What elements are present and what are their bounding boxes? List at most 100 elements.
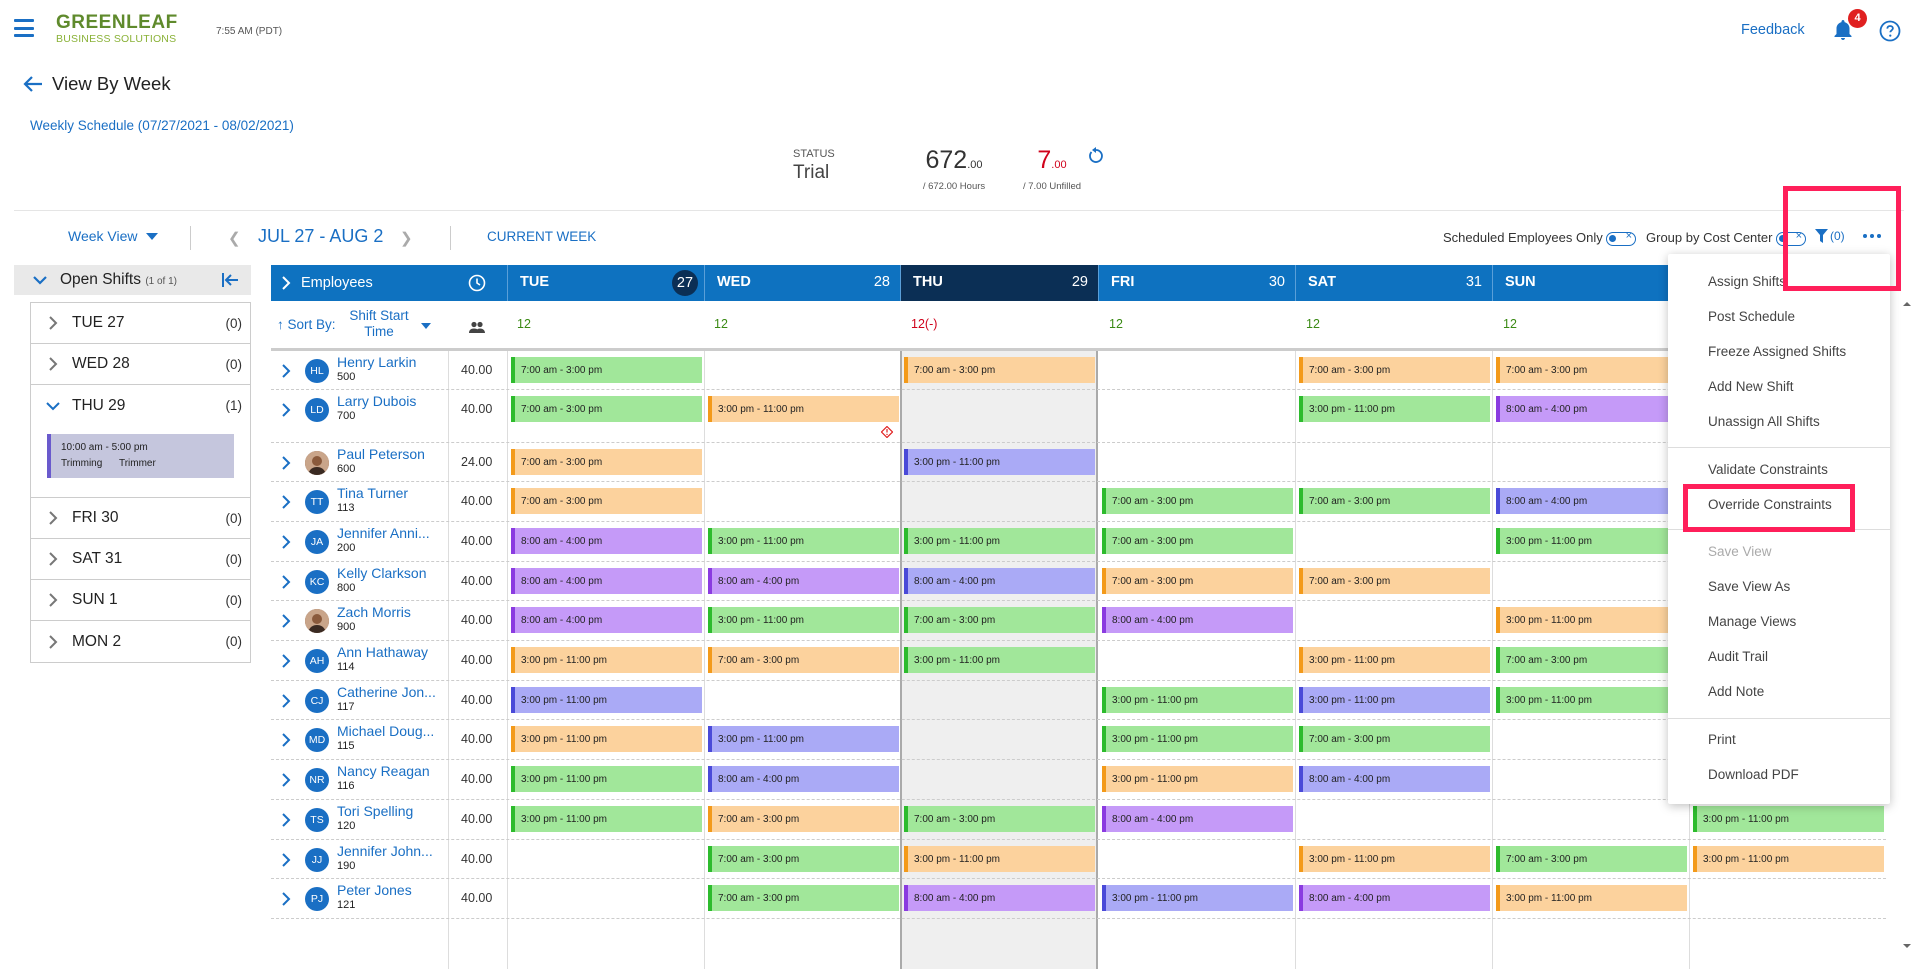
employee-name[interactable]: Tori Spelling <box>337 803 414 819</box>
day-header-sat[interactable]: SAT 31 <box>1295 265 1492 301</box>
shift-block[interactable]: 7:00 am - 3:00 pm <box>904 607 1095 633</box>
shift-block[interactable]: 3:00 pm - 11:00 pm <box>1496 528 1687 554</box>
shift-block[interactable]: 8:00 am - 4:00 pm <box>904 568 1095 594</box>
shift-block[interactable]: 7:00 am - 3:00 pm <box>1299 357 1490 383</box>
chevron-right-icon[interactable] <box>281 456 291 470</box>
shift-block[interactable]: 3:00 pm - 11:00 pm <box>1102 766 1293 792</box>
shift-block[interactable]: 8:00 am - 4:00 pm <box>1102 607 1293 633</box>
shift-block[interactable]: 3:00 pm - 11:00 pm <box>511 647 702 673</box>
shift-block[interactable]: 3:00 pm - 11:00 pm <box>511 766 702 792</box>
shift-block[interactable]: 3:00 pm - 11:00 pm <box>904 647 1095 673</box>
shift-block[interactable]: 8:00 am - 4:00 pm <box>1102 806 1293 832</box>
chevron-right-icon[interactable] <box>281 614 291 628</box>
employee-name[interactable]: Ann Hathaway <box>337 644 429 660</box>
shift-block[interactable]: 8:00 am - 4:00 pm <box>511 528 702 554</box>
day-header-fri[interactable]: FRI 30 <box>1098 265 1295 301</box>
shift-block[interactable]: 3:00 pm - 11:00 pm <box>1102 726 1293 752</box>
open-shift-card[interactable]: 10:00 am - 5:00 pm Trimming Trimmer <box>47 434 234 478</box>
menu-add-new-shift[interactable]: Add New Shift <box>1708 379 1794 394</box>
menu-post-schedule[interactable]: Post Schedule <box>1708 309 1796 324</box>
menu-print[interactable]: Print <box>1708 732 1736 747</box>
open-shift-day[interactable]: FRI 30 (0) <box>31 498 250 539</box>
collapse-panel-icon[interactable] <box>221 272 239 288</box>
chevron-right-icon[interactable] <box>281 654 291 668</box>
shift-block[interactable]: 3:00 pm - 11:00 pm <box>708 726 899 752</box>
back-arrow-icon[interactable] <box>22 75 44 93</box>
open-shift-day[interactable]: SUN 1 (0) <box>31 580 250 621</box>
menu-manage-views[interactable]: Manage Views <box>1708 614 1797 629</box>
shift-block[interactable]: 8:00 am - 4:00 pm <box>1496 396 1687 422</box>
shift-block[interactable]: 7:00 am - 3:00 pm <box>511 396 702 422</box>
shift-block[interactable]: 3:00 pm - 11:00 pm <box>1299 846 1490 872</box>
refresh-icon[interactable] <box>1087 147 1105 165</box>
prev-week-icon[interactable]: ❮ <box>228 230 241 247</box>
shift-block[interactable]: 7:00 am - 3:00 pm <box>1102 568 1293 594</box>
employees-column-header[interactable]: Employees <box>271 265 507 301</box>
employee-name[interactable]: Larry Dubois <box>337 393 417 409</box>
grid-scrollbar[interactable] <box>1900 300 1914 950</box>
chevron-right-icon[interactable] <box>281 364 291 378</box>
shift-block[interactable]: 3:00 pm - 11:00 pm <box>708 396 899 422</box>
shift-block[interactable]: 3:00 pm - 11:00 pm <box>511 687 702 713</box>
help-icon[interactable] <box>1879 20 1901 42</box>
menu-validate-constraints[interactable]: Validate Constraints <box>1708 462 1828 477</box>
menu-add-note[interactable]: Add Note <box>1708 684 1765 699</box>
employee-name[interactable]: Peter Jones <box>337 882 412 898</box>
shift-block[interactable]: 3:00 pm - 11:00 pm <box>708 528 899 554</box>
shift-block[interactable]: 3:00 pm - 11:00 pm <box>1693 846 1884 872</box>
caret-down-icon[interactable] <box>421 323 431 329</box>
menu-unassign-all-shifts[interactable]: Unassign All Shifts <box>1708 414 1820 429</box>
employee-name[interactable]: Catherine Jon... <box>337 684 436 700</box>
shift-block[interactable]: 7:00 am - 3:00 pm <box>708 846 899 872</box>
shift-block[interactable]: 7:00 am - 3:00 pm <box>1102 528 1293 554</box>
shift-block[interactable]: 7:00 am - 3:00 pm <box>1496 846 1687 872</box>
shift-block[interactable]: 7:00 am - 3:00 pm <box>511 488 702 514</box>
weekly-schedule-link[interactable]: Weekly Schedule (07/27/2021 - 08/02/2021… <box>30 118 294 133</box>
chevron-down-icon[interactable] <box>32 274 48 286</box>
more-options-icon[interactable] <box>1863 234 1881 238</box>
shift-block[interactable]: 3:00 pm - 11:00 pm <box>1496 687 1687 713</box>
shift-block[interactable]: 3:00 pm - 11:00 pm <box>1102 687 1293 713</box>
open-shift-day[interactable]: MON 2 (0) <box>31 621 250 662</box>
hamburger-menu-icon[interactable] <box>14 18 34 38</box>
shift-block[interactable]: 3:00 pm - 11:00 pm <box>1299 647 1490 673</box>
shift-block[interactable]: 8:00 am - 4:00 pm <box>904 885 1095 911</box>
shift-block[interactable]: 7:00 am - 3:00 pm <box>708 885 899 911</box>
shift-block[interactable]: 7:00 am - 3:00 pm <box>708 806 899 832</box>
employee-name[interactable]: Tina Turner <box>337 485 409 501</box>
shift-block[interactable]: 7:00 am - 3:00 pm <box>511 357 702 383</box>
day-header-sun[interactable]: SUN <box>1492 265 1886 301</box>
shift-block[interactable]: 8:00 am - 4:00 pm <box>708 766 899 792</box>
open-shift-day[interactable]: TUE 27 (0) <box>31 303 250 344</box>
menu-override-constraints[interactable]: Override Constraints <box>1708 497 1832 512</box>
shift-block[interactable]: 3:00 pm - 11:00 pm <box>511 806 702 832</box>
shift-block[interactable]: 7:00 am - 3:00 pm <box>904 806 1095 832</box>
shift-block[interactable]: 7:00 am - 3:00 pm <box>1496 647 1687 673</box>
menu-freeze-assigned-shifts[interactable]: Freeze Assigned Shifts <box>1708 344 1847 359</box>
week-view-dropdown[interactable]: Week View <box>68 228 158 244</box>
open-shift-day[interactable]: SAT 31 (0) <box>31 539 250 580</box>
chevron-right-icon[interactable] <box>281 535 291 549</box>
shift-block[interactable]: 3:00 pm - 11:00 pm <box>904 449 1095 475</box>
shift-block[interactable]: 7:00 am - 3:00 pm <box>1299 568 1490 594</box>
employee-name[interactable]: Jennifer Anni... <box>337 525 430 541</box>
shift-block[interactable]: 3:00 pm - 11:00 pm <box>1102 885 1293 911</box>
day-header-tue[interactable]: TUE 27 <box>507 265 704 301</box>
employee-name[interactable]: Jennifer John... <box>337 843 433 859</box>
menu-download-pdf[interactable]: Download PDF <box>1708 767 1799 782</box>
open-shifts-header[interactable]: Open Shifts (1 of 1) <box>14 265 251 295</box>
shift-block[interactable]: 3:00 pm - 11:00 pm <box>904 846 1095 872</box>
day-header-wed[interactable]: WED 28 <box>704 265 900 301</box>
employee-name[interactable]: Paul Peterson <box>337 446 425 462</box>
next-week-icon[interactable]: ❯ <box>400 230 413 247</box>
chevron-right-icon[interactable] <box>281 403 291 417</box>
bell-icon[interactable] <box>1831 18 1855 42</box>
shift-block[interactable]: 7:00 am - 3:00 pm <box>1299 726 1490 752</box>
menu-assign-shifts[interactable]: Assign Shifts <box>1708 274 1787 289</box>
sort-field-dropdown[interactable]: Shift Start Time <box>349 308 409 339</box>
scheduled-employees-only-toggle[interactable] <box>1606 230 1636 246</box>
open-shift-day[interactable]: WED 28 (0) <box>31 344 250 385</box>
shift-block[interactable]: 7:00 am - 3:00 pm <box>511 449 702 475</box>
shift-block[interactable]: 8:00 am - 4:00 pm <box>1496 488 1687 514</box>
sort-by-label[interactable]: ↑ Sort By: <box>277 317 336 332</box>
